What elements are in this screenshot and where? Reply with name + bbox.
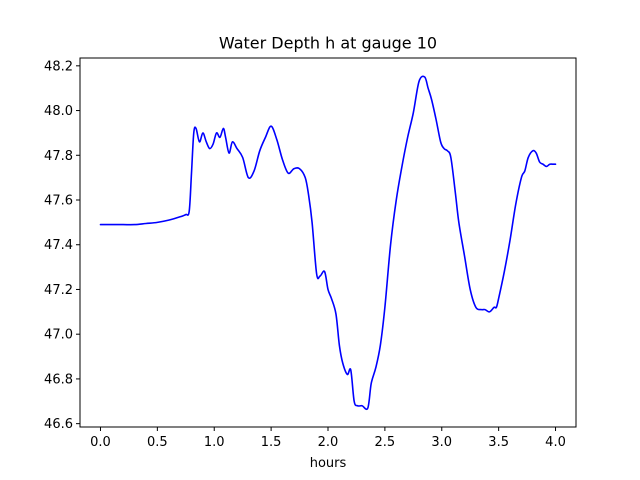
x-tick-label: 1.5 <box>261 435 282 450</box>
y-tick-label: 46.8 <box>44 372 73 387</box>
x-tick-label: 3.0 <box>431 435 452 450</box>
x-tick-label: 3.5 <box>488 435 509 450</box>
y-tick-label: 47.2 <box>44 283 73 298</box>
y-tick-label: 47.8 <box>44 149 73 164</box>
y-tick-label: 46.6 <box>44 417 73 432</box>
x-tick-label: 2.5 <box>375 435 396 450</box>
y-tick-label: 48.0 <box>44 104 73 119</box>
x-tick-label: 2.0 <box>318 435 339 450</box>
y-tick-label: 48.2 <box>44 59 73 74</box>
plot-frame <box>79 57 577 428</box>
x-tick-label: 0.0 <box>90 435 111 450</box>
x-axis-label: hours <box>310 456 347 471</box>
chart-title: Water Depth h at gauge 10 <box>219 34 437 53</box>
y-tick-label: 47.4 <box>44 238 73 253</box>
y-tick-label: 47.6 <box>44 194 73 209</box>
x-tick-label: 1.0 <box>204 435 225 450</box>
axis-ticks: 0.0 0.5 1.0 1.5 2.0 2.5 3.0 3.5 4.0 46.6 46.8 47.0 4… <box>44 59 566 450</box>
x-tick-label: 4.0 <box>545 435 566 450</box>
x-tick-label: 0.5 <box>147 435 168 450</box>
series-line <box>99 75 557 411</box>
y-tick-label: 47.0 <box>44 328 73 343</box>
